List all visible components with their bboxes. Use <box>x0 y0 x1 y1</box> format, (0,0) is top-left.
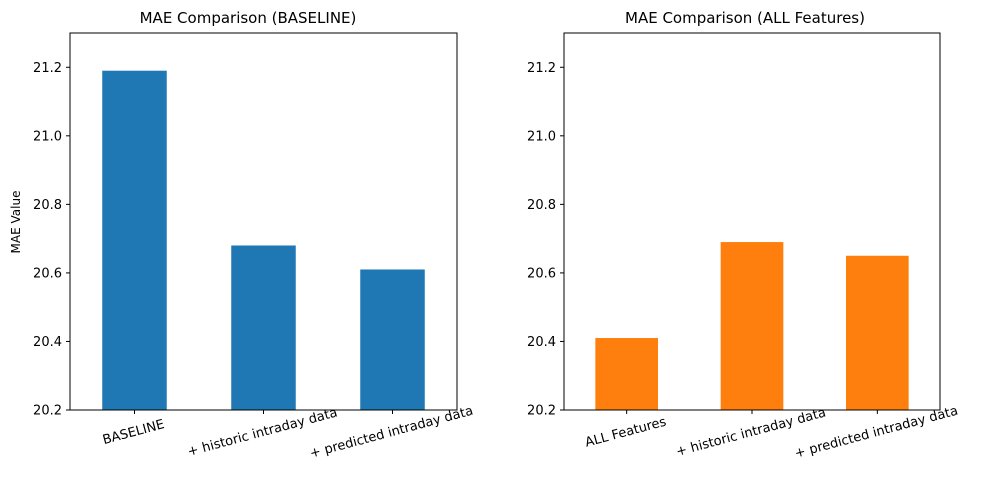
x-tick-label: ALL Features <box>584 415 669 451</box>
y-tick-label: 21.0 <box>527 129 556 144</box>
bars-group <box>595 242 909 410</box>
bar-3 <box>846 255 909 410</box>
y-tick-label: 20.2 <box>527 404 556 419</box>
y-tick-label: 20.6 <box>527 266 556 281</box>
y-tick-label: 21.2 <box>33 61 62 76</box>
y-tick-label: 21.2 <box>527 61 556 76</box>
bars-group <box>102 70 425 410</box>
y-tick-label: 20.8 <box>33 198 62 213</box>
bar-1 <box>102 70 167 410</box>
bar-3 <box>360 269 425 410</box>
x-axis-ticks: BASELINE + historic intraday data+ predic… <box>101 404 475 462</box>
chart-title: MAE Comparison (BASELINE) <box>140 9 357 27</box>
bar-2 <box>720 242 784 410</box>
y-tick-label: 21.0 <box>33 129 62 144</box>
bar-1 <box>595 338 658 410</box>
y-tick-label: 20.6 <box>33 266 62 281</box>
y-tick-label: 20.2 <box>33 404 62 419</box>
y-tick-label: 20.4 <box>527 335 556 350</box>
plot-frame <box>563 32 941 411</box>
y-axis-ticks: 20.2 20.4 20.6 20.8 21.0 21.2 <box>33 61 70 419</box>
chart-all-features: MAE Comparison (ALL Features) 20.220.420… <box>527 9 960 462</box>
bar-2 <box>231 245 296 410</box>
y-tick-label: 20.4 <box>33 335 62 350</box>
chart-baseline: MAE Comparison (BASELINE) MAE Value 20.2… <box>9 9 475 462</box>
y-axis-ticks: 20.2 20.4 20.6 20.8 21.0 21.2 <box>527 61 564 419</box>
x-tick-label: BASELINE <box>101 417 166 448</box>
y-axis-label: MAE Value <box>9 191 23 254</box>
x-axis-ticks: ALL Features + historic intraday data+ pr… <box>584 404 960 462</box>
plot-frame <box>69 32 458 411</box>
chart-title: MAE Comparison (ALL Features) <box>625 9 865 27</box>
y-tick-label: 20.8 <box>527 198 556 213</box>
